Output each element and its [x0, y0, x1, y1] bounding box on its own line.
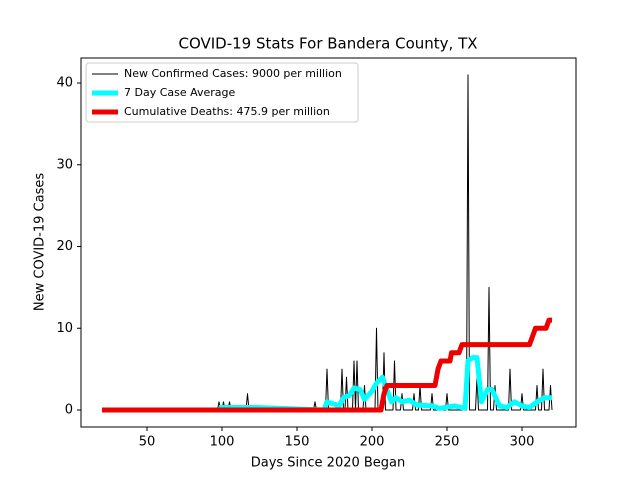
- legend-label: Cumulative Deaths: 475.9 per million: [124, 105, 330, 118]
- series-line: [102, 317, 552, 413]
- axes-frame: [80, 57, 577, 428]
- x-tick-label: 150: [285, 435, 310, 450]
- chart-title: COVID-19 Stats For Bandera County, TX: [178, 35, 477, 53]
- y-tick-label: 40: [56, 76, 73, 91]
- x-tick-label: 250: [435, 435, 460, 450]
- y-tick-label: 0: [65, 402, 73, 417]
- plot-area: [102, 74, 553, 413]
- y-tick-label: 20: [56, 239, 73, 254]
- x-tick-label: 50: [139, 435, 156, 450]
- x-tick-label: 300: [510, 435, 535, 450]
- x-tick-label: 200: [360, 435, 385, 450]
- series-line: [219, 355, 552, 413]
- legend-box: [85, 62, 359, 123]
- x-axis-label: Days Since 2020 Began: [251, 456, 406, 471]
- legend-label: 7 Day Case Average: [124, 86, 236, 99]
- x-tick-label: 100: [210, 435, 235, 450]
- y-axis-label: New COVID-19 Cases: [33, 173, 48, 311]
- legend: New Confirmed Cases: 9000 per million 7 D…: [85, 62, 359, 123]
- y-tick-label: 10: [56, 321, 73, 336]
- y-tick-label: 30: [56, 157, 73, 172]
- legend-label: New Confirmed Cases: 9000 per million: [124, 67, 342, 80]
